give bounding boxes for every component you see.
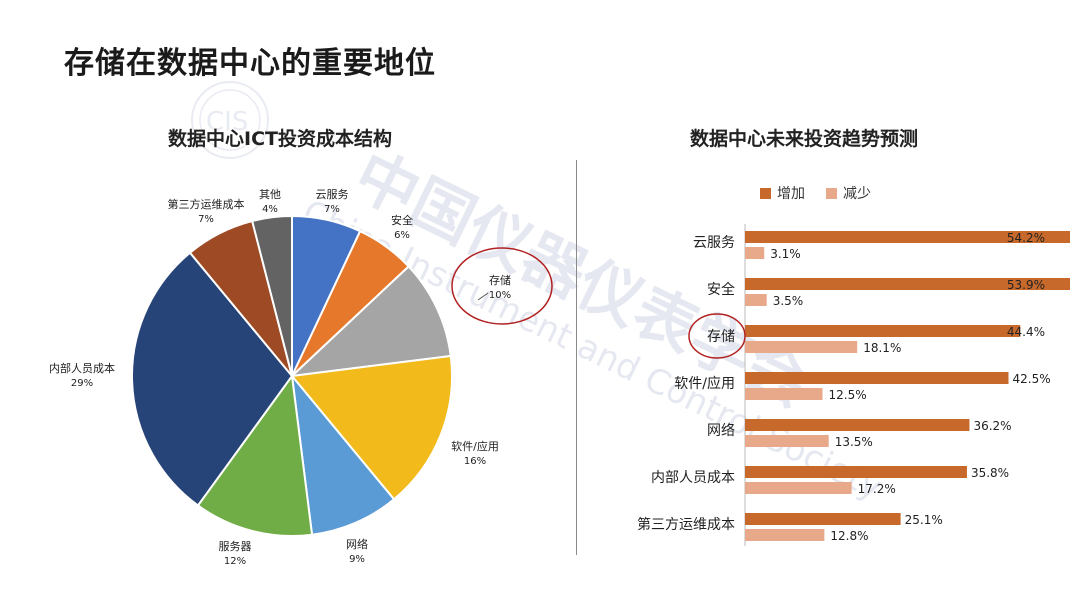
bar-decrease-label-1: 3.5% — [773, 294, 804, 308]
bar-increase-6 — [745, 513, 901, 525]
bar-category-label-4: 网络 — [707, 423, 735, 439]
bar-decrease-4 — [745, 435, 829, 447]
bar-increase-3 — [745, 372, 1009, 384]
bar-increase-label-4: 36.2% — [973, 419, 1011, 433]
pie-label-0: 云服务 — [316, 188, 349, 201]
pie-value-label-8: 4% — [262, 204, 278, 215]
bar-decrease-1 — [745, 294, 767, 306]
legend-swatch-increase — [760, 188, 771, 199]
pie-slice-4 — [290, 372, 396, 536]
pie-slice-3 — [290, 354, 453, 501]
legend-label-decrease: 减少 — [843, 186, 871, 202]
bar-increase-1 — [745, 278, 1070, 290]
pie-value-label-4: 9% — [349, 554, 365, 565]
pie-highlight-circle — [451, 247, 553, 325]
bar-category-label-5: 内部人员成本 — [651, 470, 735, 486]
bar-decrease-label-4: 13.5% — [835, 435, 873, 449]
bar-decrease-6 — [745, 529, 825, 541]
bar-chart-title: 数据中心未来投资趋势预测 — [690, 128, 919, 150]
pie-value-label-6: 29% — [71, 378, 93, 389]
bar-decrease-label-6: 12.8% — [830, 529, 868, 543]
watermark-logo: CIS — [191, 81, 269, 159]
bar-category-label-6: 第三方运维成本 — [637, 516, 735, 533]
legend-swatch-decrease — [826, 188, 837, 199]
pie-label-6: 内部人员成本 — [49, 361, 115, 375]
pie-value-label-1: 6% — [394, 230, 410, 241]
pie-slice-5 — [196, 373, 314, 537]
bar-increase-2 — [745, 325, 1021, 337]
bar-decrease-5 — [745, 482, 852, 494]
watermark-logo-text: CIS — [206, 107, 248, 137]
pie-value-label-5: 12% — [224, 556, 246, 567]
bar-increase-label-5: 35.8% — [971, 466, 1009, 480]
page-title: 存储在数据中心的重要地位 — [64, 46, 436, 81]
pie-value-label-0: 7% — [324, 204, 340, 215]
pie-chart: 云服务 7% 安全 6% 存储 10% 软件/应用 16% 网络 9% 服务器 12% 内部人员成本 29… — [49, 188, 553, 567]
pie-leader-line — [477, 292, 489, 301]
bar-increase-label-3: 42.5% — [1013, 372, 1051, 386]
legend-label-increase: 增加 — [777, 186, 805, 202]
bar-increase-label-0: 54.2% — [1007, 231, 1045, 245]
pie-value-label-7: 7% — [198, 214, 214, 225]
divider — [576, 160, 577, 555]
bar-increase-4 — [745, 419, 970, 431]
pie-label-4: 网络 — [346, 537, 368, 551]
bar-decrease-3 — [745, 388, 823, 400]
bar-increase-5 — [745, 466, 967, 478]
pie-label-5: 服务器 — [219, 540, 252, 553]
bar-highlight-circle — [688, 313, 746, 359]
bar-increase-label-1: 53.9% — [1007, 278, 1045, 292]
bar-increase-label-2: 44.4% — [1007, 325, 1045, 339]
pie-slice-2 — [289, 265, 452, 378]
pie-label-8: 其他 — [259, 188, 281, 201]
bar-decrease-2 — [745, 341, 858, 353]
bar-category-label-2: 存储 — [707, 329, 735, 345]
bar-increase-0 — [745, 231, 1070, 243]
bar-decrease-0 — [745, 247, 765, 259]
bar-category-label-1: 安全 — [707, 281, 735, 298]
bar-decrease-label-3: 12.5% — [829, 388, 867, 402]
bar-decrease-label-0: 3.1% — [770, 247, 801, 261]
pie-label-3: 软件/应用 — [451, 439, 499, 453]
bar-increase-label-6: 25.1% — [905, 513, 943, 527]
pie-label-1: 安全 — [391, 213, 413, 227]
pie-label-7: 第三方运维成本 — [168, 197, 245, 211]
bar-category-label-0: 云服务 — [693, 235, 735, 251]
bar-decrease-label-5: 17.2% — [858, 482, 896, 496]
pie-chart-title: 数据中心ICT投资成本结构 — [168, 128, 392, 150]
pie-label-2: 存储 — [489, 273, 511, 287]
pie-slice-6 — [131, 251, 294, 507]
bar-category-label-3: 软件/应用 — [674, 375, 735, 392]
pie-value-label-2: 10% — [489, 290, 511, 301]
pie-slice-8 — [250, 214, 293, 377]
pie-value-label-3: 16% — [464, 456, 486, 467]
bar-decrease-label-2: 18.1% — [863, 341, 901, 355]
